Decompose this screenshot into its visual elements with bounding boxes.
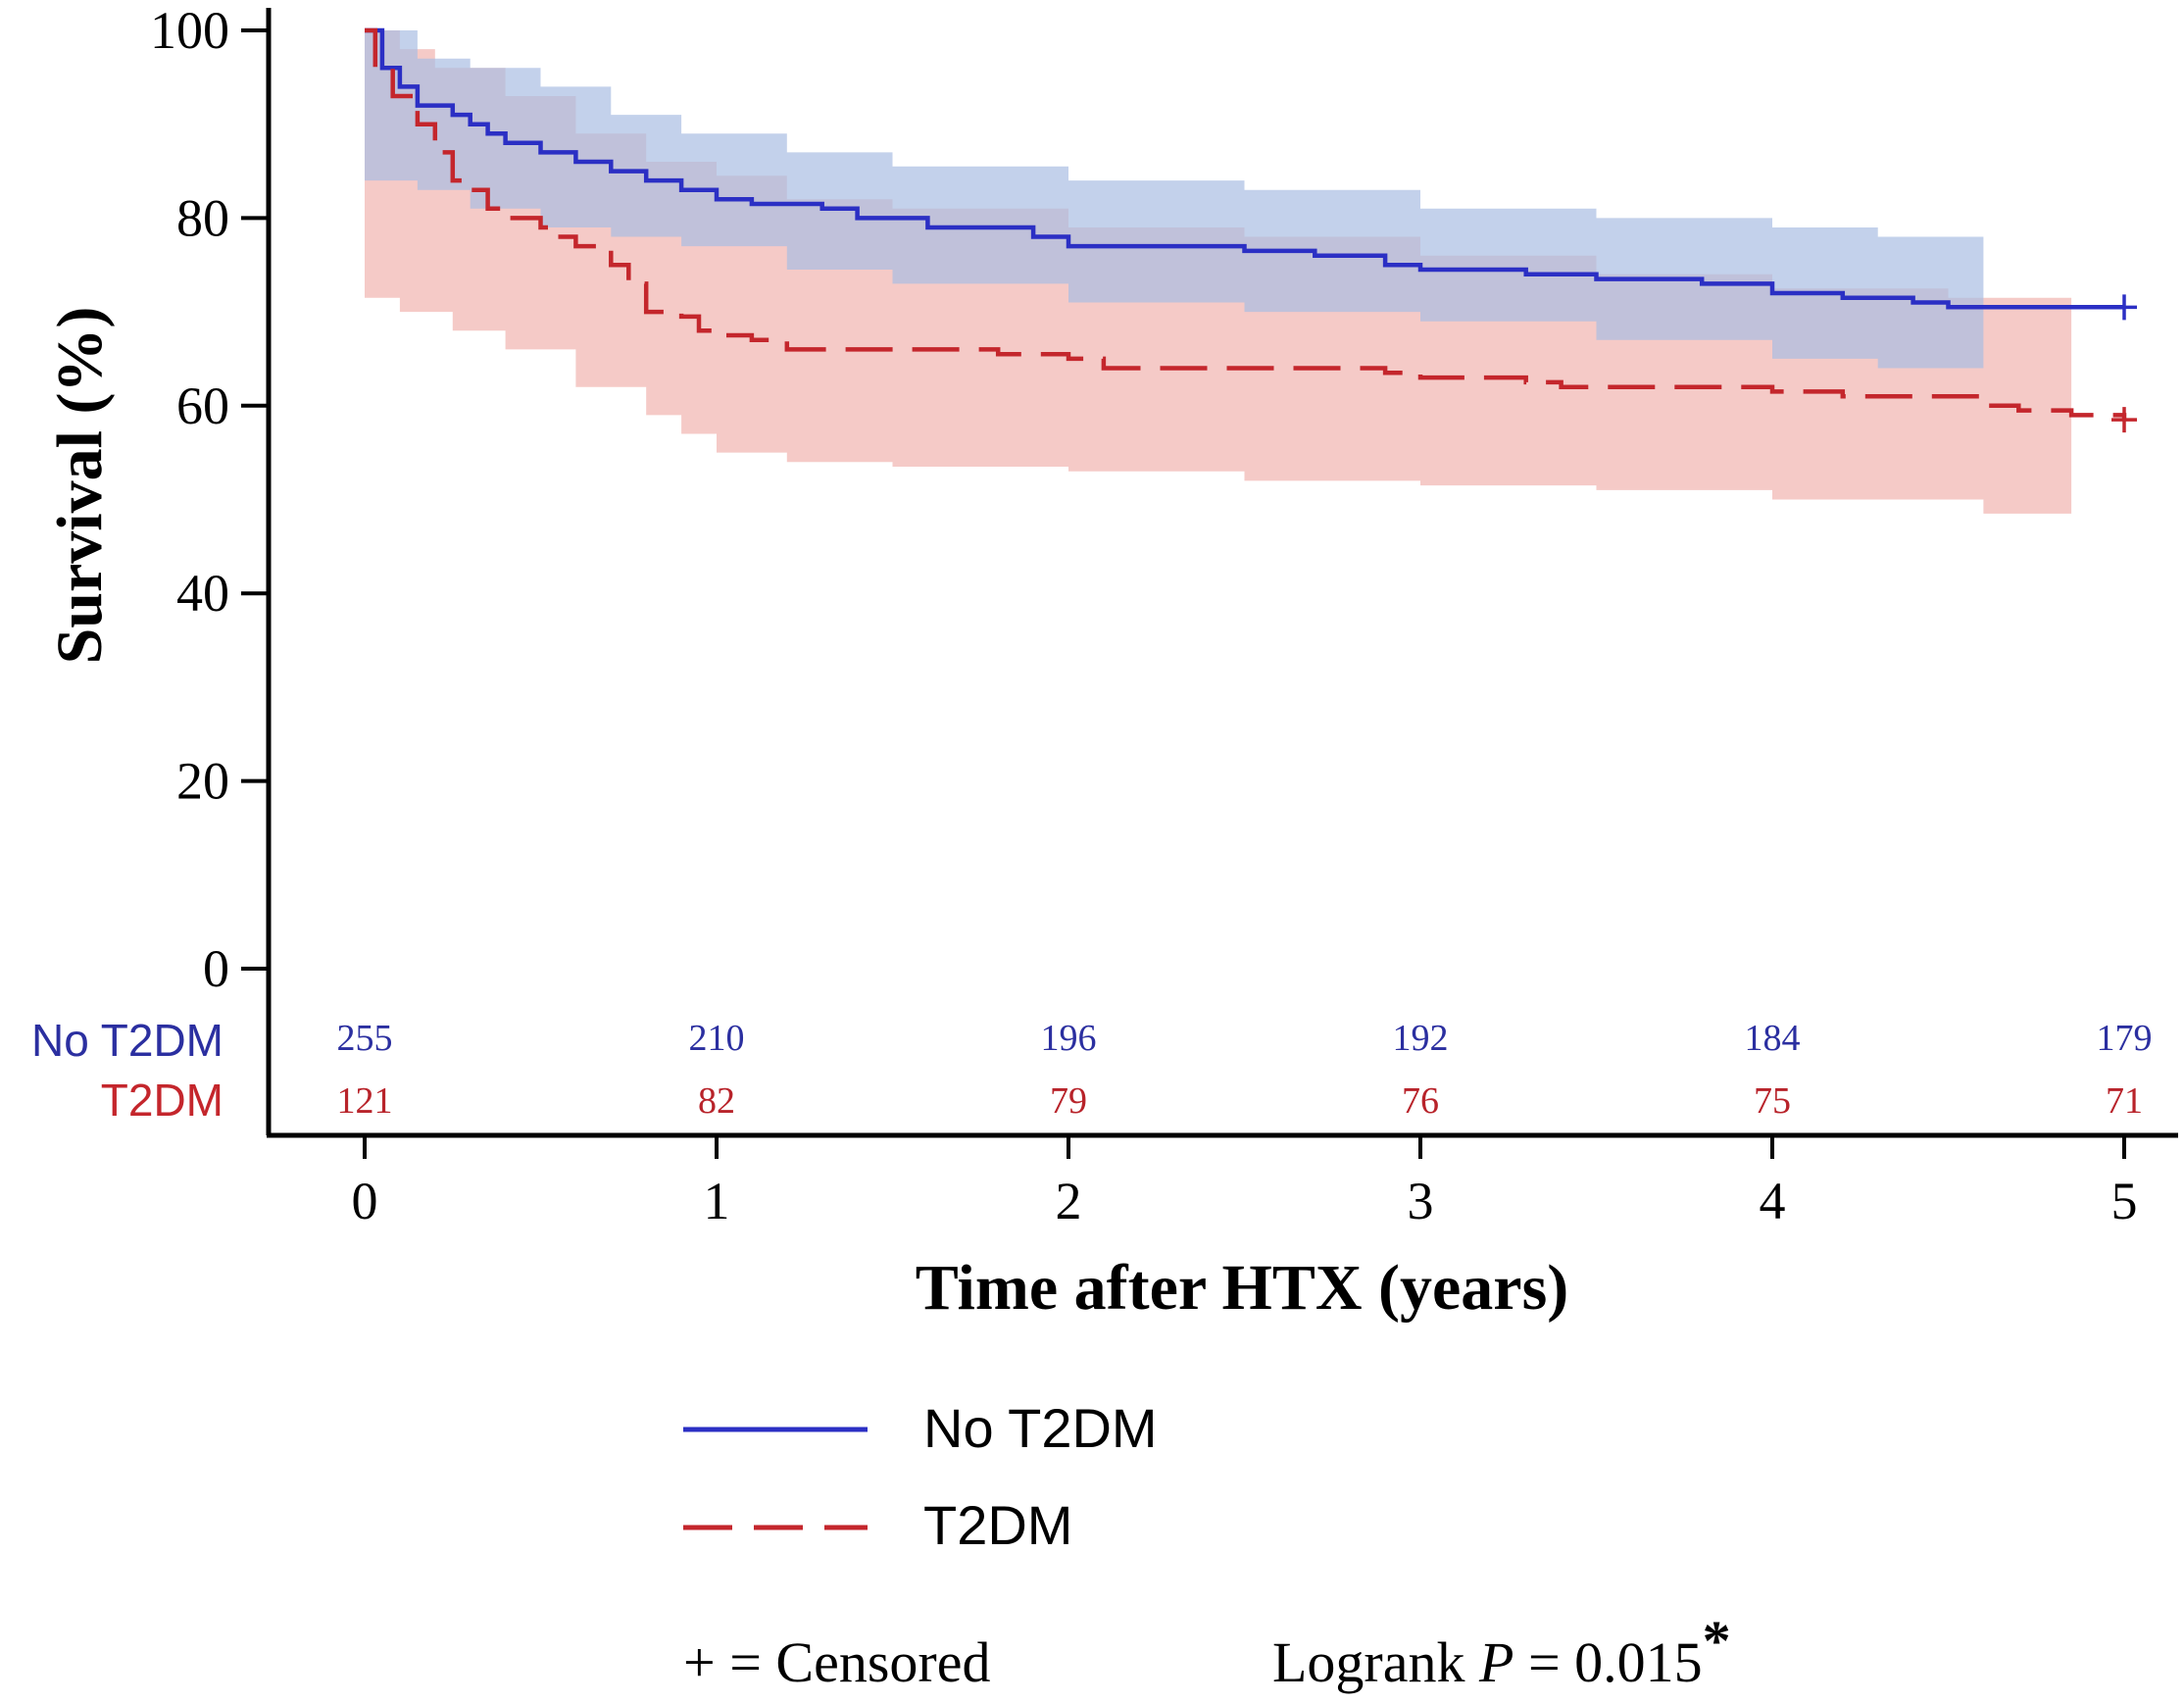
survival-line-no-t2dm [365, 27, 2124, 310]
logrank-p-symbol: P [1478, 1630, 1514, 1694]
censor-mark-t2dm-0 [2111, 407, 2137, 433]
axes [266, 8, 2178, 1138]
y-tick-label-2: 40 [176, 564, 229, 623]
risk-label-no-t2dm: No T2DM [31, 1015, 223, 1066]
x-tick-label-5: 5 [2111, 1172, 2138, 1230]
risk-count-no-t2dm-0: 255 [337, 1018, 393, 1059]
x-axis-title: Time after HTX (years) [916, 1252, 1569, 1324]
risk-count-t2dm-5: 71 [2106, 1080, 2143, 1122]
risk-count-t2dm-4: 75 [1754, 1080, 1791, 1122]
x-tick-label-2: 2 [1056, 1172, 1082, 1230]
x-tick-label-4: 4 [1760, 1172, 1786, 1230]
risk-count-no-t2dm-2: 196 [1041, 1018, 1097, 1059]
y-tick-label-4: 80 [176, 188, 229, 247]
survival-line-t2dm [365, 27, 2127, 421]
y-tick-label-1: 20 [176, 752, 229, 811]
risk-count-no-t2dm-1: 210 [689, 1018, 745, 1059]
x-ticks: 0 1 2 3 4 5 [352, 1135, 2138, 1230]
y-tick-label-3: 60 [176, 376, 229, 435]
y-ticks: 0 20 40 60 80 100 [150, 1, 269, 998]
number-at-risk-table: No T2DM T2DM 255 210 196 192 184 179 121 82 79 76… [31, 1015, 2152, 1126]
logrank-value: = 0.015 [1514, 1630, 1702, 1694]
y-tick-label-5: 100 [150, 1, 229, 60]
censor-mark-no-t2dm-0 [2111, 294, 2137, 321]
survival-curves [365, 27, 2137, 433]
risk-count-no-t2dm-3: 192 [1393, 1018, 1449, 1059]
risk-count-no-t2dm-5: 179 [2097, 1018, 2153, 1059]
censored-note: + = Censored [683, 1630, 990, 1694]
y-tick-label-0: 0 [203, 939, 229, 998]
legend-label-no-t2dm: No T2DM [923, 1397, 1158, 1459]
x-tick-label-1: 1 [704, 1172, 730, 1230]
risk-count-no-t2dm-4: 184 [1745, 1018, 1801, 1059]
legend-label-t2dm: T2DM [923, 1494, 1072, 1556]
risk-count-t2dm-2: 79 [1050, 1080, 1087, 1122]
confidence-bands [365, 30, 2072, 519]
logrank-significance-star: * [1703, 1609, 1731, 1673]
logrank-annotation: Logrank P = 0.015* [1272, 1609, 1731, 1694]
risk-count-t2dm-1: 82 [698, 1080, 735, 1122]
risk-label-t2dm: T2DM [101, 1075, 223, 1126]
legend: No T2DM T2DM [683, 1397, 1158, 1556]
x-tick-label-3: 3 [1408, 1172, 1434, 1230]
risk-count-t2dm-0: 121 [337, 1080, 393, 1122]
x-tick-label-0: 0 [352, 1172, 378, 1230]
ci-band-no-t2dm [365, 30, 1984, 378]
logrank-prefix: Logrank [1272, 1630, 1479, 1694]
risk-count-t2dm-3: 76 [1402, 1080, 1439, 1122]
y-axis-title: Survival (%) [44, 307, 116, 665]
